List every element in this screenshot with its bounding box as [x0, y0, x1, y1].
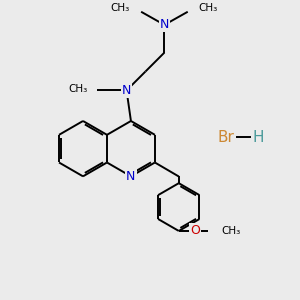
- Text: N: N: [126, 170, 136, 183]
- Text: H: H: [252, 130, 263, 145]
- Text: CH₃: CH₃: [68, 84, 87, 94]
- Text: Br: Br: [217, 130, 234, 145]
- Text: N: N: [160, 18, 169, 32]
- Text: N: N: [122, 84, 131, 97]
- Text: CH₃: CH₃: [111, 3, 130, 13]
- Text: CH₃: CH₃: [199, 3, 218, 13]
- Text: CH₃: CH₃: [221, 226, 240, 236]
- Text: O: O: [190, 224, 200, 238]
